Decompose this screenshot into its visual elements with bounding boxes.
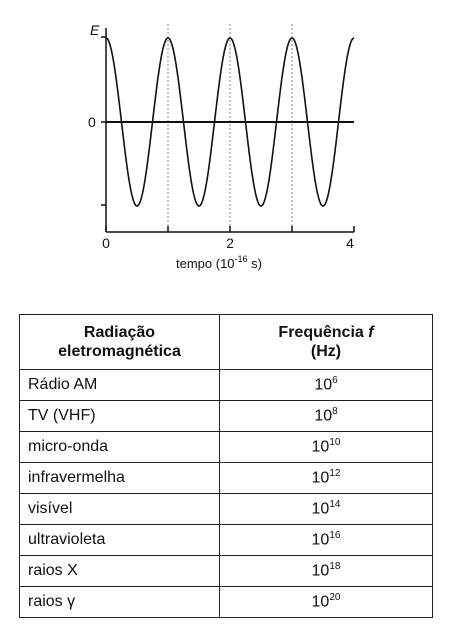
radiation-name: visível [19,493,220,525]
table-row: micro-onda 1010 [19,431,433,463]
x-tick-label-0: 0 [102,235,110,251]
radiation-name: infravermelha [19,462,220,494]
radiation-name: micro-onda [19,431,220,463]
y-axis-label: E [90,22,100,38]
table-row: visível 1014 [19,493,433,525]
x-axis-label: tempo (10-16 s) [176,254,262,271]
x-tick-label-2: 2 [226,235,234,251]
wave-curve [105,37,355,207]
frequency-value: 1014 [219,493,433,525]
table-row: ultravioleta 1016 [19,524,433,556]
frequency-value: 108 [219,400,433,432]
frequency-value: 1012 [219,462,433,494]
radiation-name: Rádio AM [19,369,220,401]
table-row: raios γ 1020 [19,586,433,618]
frequency-value: 1020 [219,586,433,618]
frequency-value: 106 [219,369,433,401]
header-radiation: Radiação eletromagnética [19,314,220,370]
table-row: Rádio AM 106 [19,369,433,401]
frequency-value: 1018 [219,555,433,587]
wave-graph: E 0 0 2 4 tempo (10-16 s) [88,22,355,271]
radiation-name: raios γ [19,586,220,618]
table-row: infravermelha 1012 [19,462,433,494]
radiation-name: ultravioleta [19,524,220,556]
frequency-value: 1010 [219,431,433,463]
y-zero-label: 0 [88,114,96,130]
radiation-name: TV (VHF) [19,400,220,432]
radiation-table: Radiação eletromagnética Frequência f (H… [19,314,433,618]
header-frequency: Frequência f (Hz) [219,314,433,370]
table-header-row: Radiação eletromagnética Frequência f (H… [19,314,433,370]
radiation-name: raios X [19,555,220,587]
x-tick-label-4: 4 [346,235,354,251]
frequency-value: 1016 [219,524,433,556]
table-row: TV (VHF) 108 [19,400,433,432]
table-row: raios X 1018 [19,555,433,587]
